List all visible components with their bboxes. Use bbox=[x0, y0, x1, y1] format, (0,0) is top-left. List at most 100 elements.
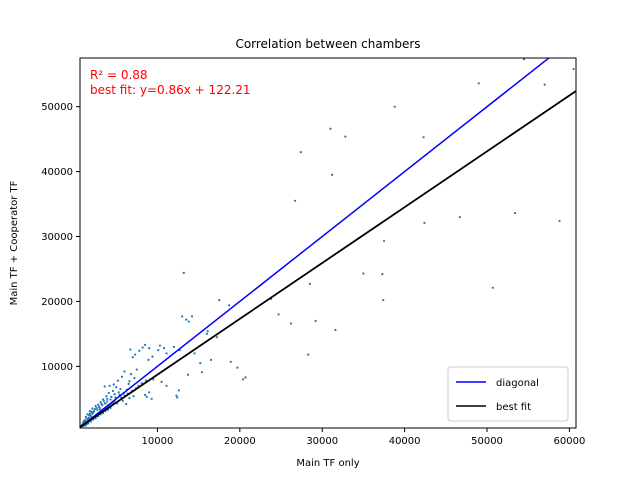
data-point bbox=[131, 356, 134, 359]
data-point bbox=[147, 358, 150, 361]
data-point bbox=[110, 395, 113, 398]
data-point bbox=[145, 395, 148, 398]
data-point bbox=[289, 322, 293, 325]
data-point bbox=[181, 315, 184, 318]
data-point bbox=[165, 384, 168, 387]
data-point bbox=[109, 398, 112, 401]
data-point bbox=[116, 379, 119, 382]
data-point bbox=[206, 330, 209, 333]
data-point bbox=[115, 386, 118, 389]
y-axis: 10000 20000 30000 40000 50000 bbox=[41, 102, 80, 373]
data-point bbox=[477, 82, 480, 85]
data-point bbox=[88, 412, 91, 415]
data-point bbox=[121, 399, 124, 402]
data-point bbox=[558, 219, 561, 223]
data-point bbox=[141, 346, 144, 349]
legend: diagonal best fit bbox=[447, 366, 569, 422]
data-point bbox=[148, 347, 151, 350]
data-point bbox=[209, 358, 213, 361]
data-point bbox=[84, 424, 87, 427]
data-point bbox=[129, 373, 133, 376]
data-point bbox=[199, 361, 202, 365]
data-point bbox=[299, 151, 302, 154]
data-point bbox=[160, 380, 163, 384]
data-point bbox=[91, 407, 94, 410]
y-tick-label: 30000 bbox=[41, 232, 73, 243]
data-point bbox=[513, 212, 517, 215]
data-point bbox=[331, 173, 334, 176]
data-point bbox=[229, 360, 232, 363]
fit-lines bbox=[80, 58, 576, 428]
data-point bbox=[87, 416, 91, 419]
data-point bbox=[422, 136, 425, 139]
data-point bbox=[215, 336, 218, 339]
data-point bbox=[381, 273, 384, 276]
data-point bbox=[113, 393, 116, 396]
data-point bbox=[491, 286, 494, 289]
data-point bbox=[522, 58, 526, 61]
data-point bbox=[158, 344, 162, 347]
data-point bbox=[96, 408, 99, 411]
data-point bbox=[393, 105, 396, 108]
data-point bbox=[193, 352, 196, 355]
x-axis-label: Main TF only bbox=[296, 458, 359, 469]
y-axis-label: Main TF + Cooperator TF bbox=[9, 180, 20, 305]
data-point bbox=[165, 352, 168, 355]
x-tick-label: 20000 bbox=[224, 436, 256, 447]
data-point bbox=[151, 355, 154, 358]
data-point bbox=[129, 348, 132, 351]
data-point bbox=[190, 315, 194, 318]
data-point bbox=[111, 389, 115, 393]
data-point bbox=[123, 370, 126, 373]
diagonal-line bbox=[80, 58, 551, 428]
data-point bbox=[94, 404, 97, 408]
data-point bbox=[95, 406, 98, 409]
data-point bbox=[82, 421, 85, 424]
data-point bbox=[98, 408, 101, 411]
x-axis: 10000 20000 30000 40000 50000 60000 bbox=[142, 428, 586, 447]
y-tick-label: 40000 bbox=[41, 167, 73, 178]
data-point bbox=[134, 353, 137, 356]
data-point bbox=[218, 299, 221, 302]
x-tick-label: 30000 bbox=[306, 436, 338, 447]
data-point bbox=[103, 385, 106, 388]
data-point bbox=[382, 299, 385, 302]
data-point bbox=[177, 389, 180, 392]
data-point bbox=[132, 395, 135, 398]
y-tick-label: 20000 bbox=[41, 297, 73, 308]
x-tick-label: 50000 bbox=[471, 436, 503, 447]
data-point bbox=[114, 396, 117, 399]
data-point bbox=[106, 397, 109, 400]
data-point bbox=[572, 67, 575, 71]
data-point bbox=[138, 349, 141, 352]
data-point bbox=[175, 394, 178, 397]
data-point bbox=[104, 402, 107, 405]
data-point bbox=[277, 313, 280, 316]
data-point bbox=[83, 419, 87, 422]
data-point bbox=[143, 393, 147, 396]
plot-frame bbox=[79, 57, 577, 429]
data-point bbox=[133, 376, 136, 380]
data-point bbox=[362, 272, 365, 275]
chart-title: Correlation between chambers bbox=[235, 37, 420, 51]
data-point bbox=[157, 349, 160, 352]
data-point bbox=[344, 135, 347, 138]
data-point bbox=[112, 383, 115, 386]
data-point bbox=[334, 328, 337, 332]
x-tick-label: 60000 bbox=[554, 436, 586, 447]
data-point bbox=[293, 199, 297, 202]
data-point bbox=[101, 398, 105, 401]
y-tick-label: 10000 bbox=[41, 362, 73, 373]
data-point bbox=[99, 400, 102, 404]
data-point bbox=[242, 378, 245, 381]
data-point bbox=[182, 271, 185, 274]
legend-box bbox=[447, 366, 569, 422]
data-point bbox=[120, 375, 124, 378]
data-point bbox=[382, 239, 386, 243]
legend-best-fit-label: best fit bbox=[496, 402, 531, 413]
r-squared-annotation: R² = 0.88 bbox=[90, 68, 148, 82]
data-point bbox=[127, 382, 130, 385]
data-point bbox=[458, 215, 461, 219]
data-point bbox=[176, 396, 179, 399]
